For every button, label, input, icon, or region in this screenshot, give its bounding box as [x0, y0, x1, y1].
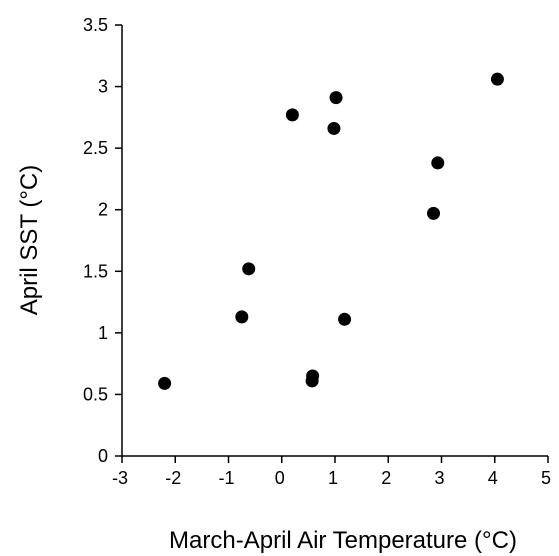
data-point: [490, 72, 504, 86]
y-tick-label: 0: [98, 446, 108, 466]
data-point: [306, 369, 320, 383]
data-point: [427, 206, 441, 220]
x-ticks: -3 -2 -1 0 1 2 3 4 5: [112, 456, 551, 488]
x-tick-label: 5: [541, 468, 551, 488]
x-tick-label: -1: [218, 468, 234, 488]
data-point: [338, 312, 352, 326]
y-ticks: 0 0.5 1 1.5 2 2.5 3 3.5: [83, 15, 122, 466]
x-axis-label: March-April Air Temperature (°C): [169, 527, 517, 554]
x-tick-label: 4: [488, 468, 498, 488]
y-tick-label: 2: [98, 200, 108, 220]
data-point: [431, 156, 445, 170]
axes: [121, 25, 548, 457]
data-points: [158, 72, 504, 390]
x-tick-label: -2: [165, 468, 181, 488]
y-tick-label: 3.5: [83, 15, 108, 35]
y-tick-label: 3: [98, 77, 108, 97]
x-tick-label: -3: [112, 468, 128, 488]
y-tick-label: 1.5: [83, 261, 108, 281]
x-tick-label: 1: [328, 468, 338, 488]
data-point: [235, 310, 249, 324]
data-point: [327, 121, 341, 135]
y-tick-label: 2.5: [83, 138, 108, 158]
data-point: [158, 376, 172, 390]
data-point: [242, 262, 256, 276]
data-point: [285, 108, 299, 122]
y-tick-label: 1: [98, 323, 108, 343]
y-axis-label: April SST (°C): [16, 165, 43, 316]
x-tick-label: 2: [381, 468, 391, 488]
y-tick-label: 0.5: [83, 384, 108, 404]
x-tick-label: 0: [275, 468, 285, 488]
x-tick-label: 3: [434, 468, 444, 488]
data-point: [329, 91, 343, 105]
